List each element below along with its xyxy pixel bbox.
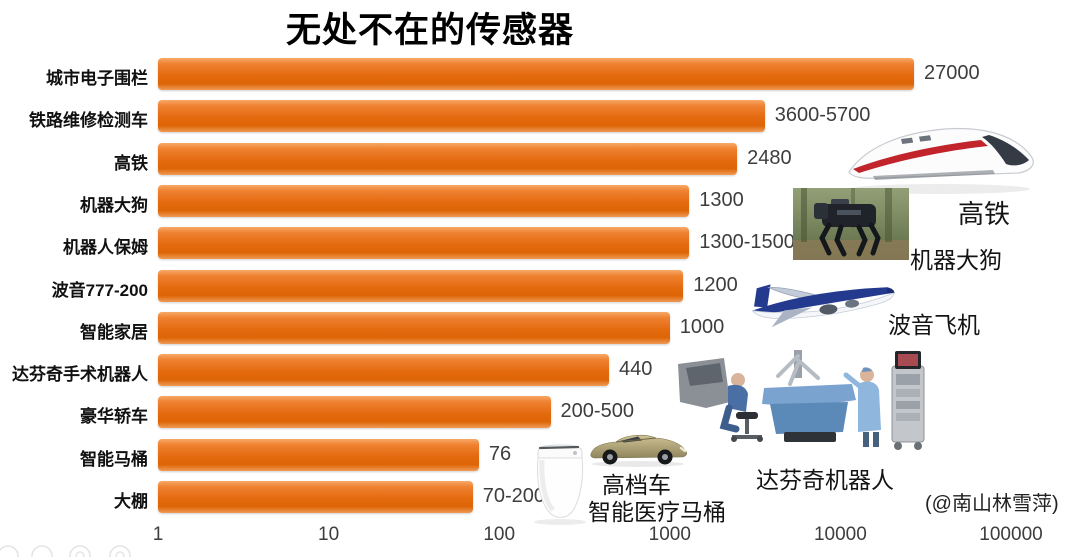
category-label: 城市电子围栏: [46, 69, 148, 88]
plane-icon: [751, 284, 895, 328]
train-caption: 高铁: [958, 199, 1011, 229]
value-label: 1000: [679, 315, 725, 338]
x-tick: 10: [318, 524, 340, 545]
bar: [158, 142, 738, 175]
value-label: 76: [488, 442, 512, 465]
smart-toilet-photo: [528, 440, 592, 526]
x-tick: 100: [483, 524, 516, 545]
value-label: 1300: [699, 188, 744, 211]
sports-car-icon: [590, 434, 687, 467]
boeing-plane-caption: 波音飞机: [888, 312, 980, 338]
value-label: 27000: [923, 62, 980, 84]
toilet-icon: [534, 444, 586, 525]
x-tick: 1000: [648, 524, 691, 545]
robot-dog-photo: [793, 188, 909, 260]
bar: [158, 481, 473, 513]
smart-toilet-caption: 智能医疗马桶: [588, 499, 726, 525]
category-label: 铁路维修检测车: [29, 111, 148, 131]
category-label: 智能马桶: [80, 449, 148, 469]
robot-dog-icon: [793, 188, 909, 260]
davinci-robot-photo: [666, 342, 928, 458]
category-label: 智能家居: [80, 322, 148, 342]
davinci-robot-caption: 达芬奇机器人: [756, 467, 894, 493]
bar: [158, 311, 670, 344]
luxury-car-caption: 高档车: [602, 472, 671, 498]
category-label: 机器大狗: [80, 195, 148, 215]
bar: [158, 100, 765, 133]
attribution: (@南山林雪萍): [925, 493, 1059, 515]
category-label: 波音777-200: [51, 280, 148, 300]
value-label: 70-200: [482, 485, 546, 507]
value-label: 200-500: [560, 400, 634, 423]
value-label: 1300-1500: [699, 231, 795, 254]
bar: [158, 396, 551, 429]
train-icon: [848, 127, 1034, 194]
chart-title: 无处不在的传感器: [285, 11, 574, 50]
bar: [158, 58, 914, 90]
luxury-car-photo: [586, 424, 690, 470]
bar: [158, 184, 690, 217]
category-label: 豪华轿车: [80, 407, 148, 427]
surgical-robot-icon: [678, 350, 925, 450]
robot-dog-caption: 机器大狗: [910, 247, 1002, 273]
value-label: 2480: [747, 146, 792, 169]
value-label: 1200: [693, 273, 738, 296]
value-label: 3600-5700: [774, 104, 871, 127]
x-tick: 100000: [979, 524, 1043, 545]
high-speed-train-photo: [843, 112, 1038, 197]
category-label: 机器人保姆: [63, 238, 148, 258]
bar: [158, 269, 684, 302]
boeing-plane-photo: [740, 276, 898, 332]
category-label: 高铁: [114, 153, 148, 173]
watermark-icons: [0, 545, 131, 557]
x-tick: 10000: [813, 524, 867, 545]
bar: [158, 438, 479, 471]
category-label: 大棚: [114, 492, 148, 511]
bar: [158, 227, 690, 260]
bar: [158, 354, 609, 387]
x-tick: 1: [152, 524, 164, 545]
value-label: 440: [618, 358, 653, 381]
category-label: 达芬奇手术机器人: [12, 365, 148, 385]
